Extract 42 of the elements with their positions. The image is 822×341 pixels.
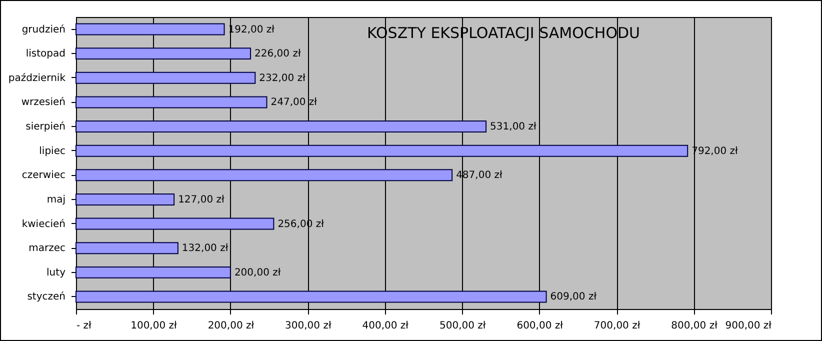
data-label: 247,00 zł <box>270 97 318 108</box>
x-tick-label: 400,00 zł <box>362 320 409 332</box>
x-tick-label: - zł <box>76 320 92 332</box>
y-tick-label: wrzesień <box>21 96 66 108</box>
y-tick-label: styczeń <box>27 290 66 303</box>
bar <box>76 266 231 278</box>
data-label: 132,00 zł <box>182 243 228 254</box>
x-tick-label: 700,00 zł <box>594 320 640 332</box>
bar <box>76 290 547 303</box>
x-tick-label: 900,00 zł <box>725 320 772 332</box>
y-tick-label: grudzień <box>22 23 66 36</box>
x-tick-label: 800,00 zł <box>671 320 718 332</box>
x-tick-label: 300,00 zł <box>285 320 332 332</box>
data-label: 531,00 zł <box>490 122 536 133</box>
data-label: 232,00 zł <box>259 72 306 84</box>
y-tick-label: kwiecień <box>22 218 66 230</box>
y-tick-label: październik <box>8 72 66 84</box>
bar <box>76 72 256 84</box>
data-label: 200,00 zł <box>234 267 281 278</box>
bar <box>76 194 175 206</box>
bar <box>76 120 487 132</box>
y-tick-label: lipiec <box>39 146 66 157</box>
data-label: 609,00 zł <box>550 292 597 303</box>
data-label: 127,00 zł <box>178 194 224 206</box>
bar <box>76 218 274 230</box>
y-tick-label: maj <box>46 194 66 206</box>
y-tick-label: czerwiec <box>22 170 66 182</box>
bar <box>76 169 453 182</box>
bar <box>76 23 225 36</box>
bar <box>76 96 268 108</box>
y-tick-label: sierpień <box>26 120 66 133</box>
bar <box>76 48 252 60</box>
y-tick-label: marzec <box>28 243 66 254</box>
x-tick-label: 100,00 zł <box>130 320 178 332</box>
y-tick-label: luty <box>46 267 66 278</box>
bar <box>76 242 178 254</box>
y-tick-label: listopad <box>26 48 66 60</box>
x-tick-label: 500,00 zł <box>439 320 486 332</box>
data-label: 226,00 zł <box>254 48 301 60</box>
x-tick-label: 600,00 zł <box>516 320 564 332</box>
bar <box>76 144 688 157</box>
x-tick-label: 200,00 zł <box>208 320 254 332</box>
